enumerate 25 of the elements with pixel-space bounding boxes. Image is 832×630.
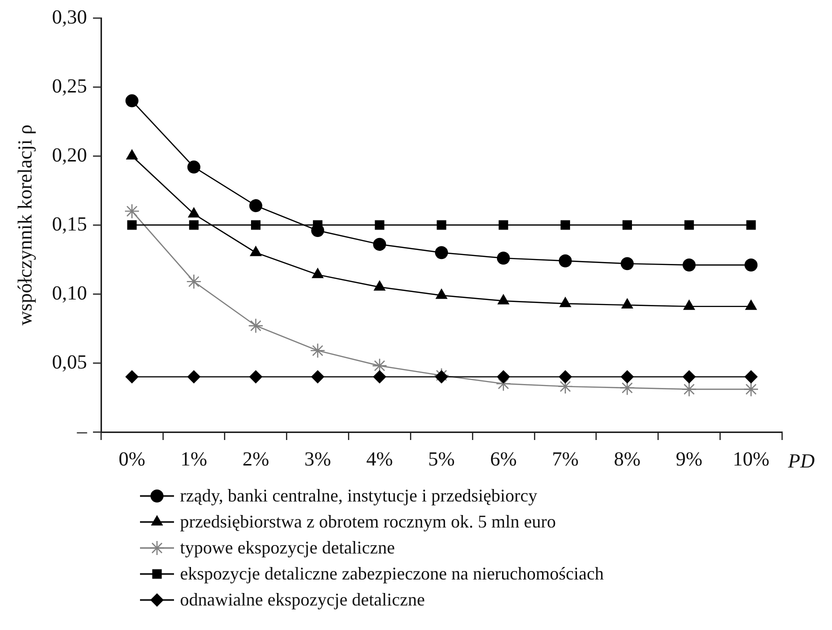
x-tick-label: 5% (428, 448, 455, 470)
y-tick-label: 0,20 (52, 144, 87, 166)
y-tick-label: 0,15 (52, 213, 87, 236)
legend-label: rządy, banki centralne, instytucje i przedsiębiorcy (180, 486, 538, 506)
legend-label: przedsiębiorstwa z obrotem rocznym ok. 5 mln euro (180, 512, 556, 532)
legend-label: ekspozycje detaliczne zabezpieczone na nieruchomościach (180, 564, 604, 584)
x-tick-label: 10% (732, 448, 770, 470)
x-tick-label: 0% (118, 448, 146, 470)
y-tick-label: – (76, 420, 88, 442)
y-tick-label: 0,05 (52, 351, 87, 374)
x-tick-label: 8% (614, 448, 641, 470)
x-tick-label: 2% (242, 448, 270, 470)
legend-label: typowe ekspozycje detaliczne (180, 538, 395, 558)
x-tick-label: 9% (676, 448, 702, 470)
x-tick-label: 6% (490, 448, 517, 470)
y-tick-label: 0,30 (52, 6, 87, 28)
y-axis-title: współczynnik korelacji ρ (14, 124, 36, 326)
x-tick-label: 3% (304, 448, 332, 470)
x-tick-label: 4% (366, 448, 393, 470)
y-tick-label: 0,10 (52, 282, 87, 304)
x-axis-title: PD (787, 450, 816, 472)
legend-label: odnawialne ekspozycje detaliczne (180, 590, 425, 610)
y-tick-label: 0,25 (52, 75, 87, 98)
x-tick-label: 1% (180, 448, 208, 470)
x-tick-label: 7% (552, 448, 579, 470)
